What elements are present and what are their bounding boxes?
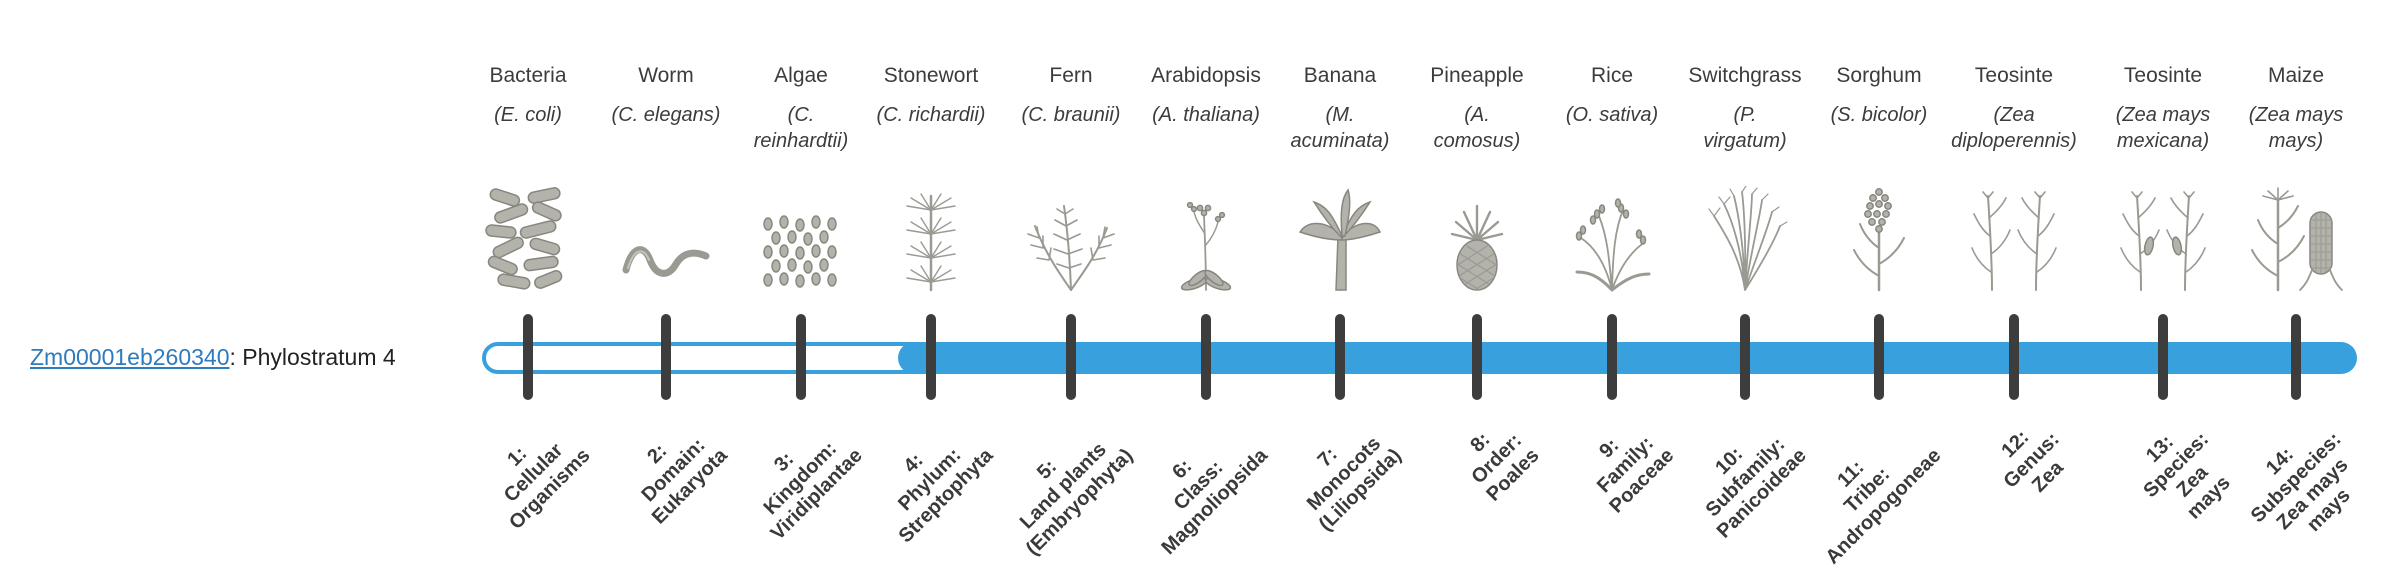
species-scientific-name: (E. coli)	[494, 104, 562, 126]
banana-illustration	[1265, 168, 1415, 292]
phylostratum-label-7: 7: Monocots (Liliopsida)	[1303, 432, 1407, 536]
species-column-algae: Algae (C. reinhardtii) 3: Kingdom: Virid…	[726, 0, 876, 580]
phylostratum-bar-outline	[482, 342, 950, 374]
species-common-name: Algae	[774, 64, 828, 87]
phylostratum-tick-2	[661, 314, 671, 400]
species-common-name: Worm	[638, 64, 694, 87]
phylostratum-tick-12	[2009, 314, 2019, 400]
species-scientific-name: (Zea mays mexicana)	[2115, 104, 2211, 152]
species-scientific-name: (Zea mays mays)	[2248, 104, 2344, 152]
teosinte-mexicana-illustration	[2088, 168, 2238, 292]
phylostratum-label-2: 2: Domain: Eukaryota	[637, 434, 733, 529]
species-column-stonewort: Stonewort (C. richardii) 4: Phylum: Stre…	[856, 0, 1006, 580]
species-column-teosinte-mexicana: Teosinte (Zea mays mexicana) 13: Species…	[2088, 0, 2238, 580]
phylostratum-label-1: 1: Cellular Organisms	[499, 439, 595, 534]
species-scientific-name: (C. braunii)	[1021, 104, 1121, 126]
maize-illustration	[2221, 168, 2371, 292]
species-common-name: Switchgrass	[1688, 64, 1802, 87]
species-common-name: Rice	[1590, 64, 1633, 87]
species-common-name: Bacteria	[489, 64, 567, 87]
phylostratum-tick-14	[2291, 314, 2301, 400]
species-scientific-name: (S. bicolor)	[1830, 104, 1928, 126]
species-common-name: Arabidopsis	[1151, 64, 1261, 87]
species-scientific-name: (A. comosus)	[1433, 104, 1521, 152]
species-column-worm: Worm (C. elegans) 2: Domain: Eukaryota	[591, 0, 741, 580]
species-column-fern: Fern (C. braunii) 5: Land plants (Embryo…	[996, 0, 1146, 580]
phylostratum-label-12: 12: Genus: Zea	[1997, 426, 2068, 497]
species-common-name: Teosinte	[2123, 64, 2203, 87]
phylostratum-label-5: 5: Land plants (Embryophyta)	[1015, 438, 1138, 560]
species-column-bacteria: Bacteria (E. coli) 1: Cellular Organisms	[453, 0, 603, 580]
species-common-name: Banana	[1303, 64, 1377, 87]
phylostratum-tick-8	[1472, 314, 1482, 400]
phylostratum-tick-11	[1874, 314, 1884, 400]
species-scientific-name: (A. thaliana)	[1152, 104, 1260, 126]
species-column-sorghum: Sorghum (S. bicolor) 11: Tribe: Andropog…	[1804, 0, 1954, 580]
switchgrass-illustration	[1670, 168, 1820, 292]
phylostratum-label-8: 8: Order: Poales	[1465, 428, 1544, 506]
phylostratum-tick-1	[523, 314, 533, 400]
stonewort-illustration	[856, 168, 1006, 292]
phylostratum-tick-3	[796, 314, 806, 400]
pineapple-illustration	[1402, 168, 1552, 292]
species-column-switchgrass: Switchgrass (P. virgatum) 10: Subfamily:…	[1670, 0, 1820, 580]
species-scientific-name: (P. virgatum)	[1703, 104, 1787, 152]
worm-illustration	[591, 168, 741, 292]
rice-illustration	[1537, 168, 1687, 292]
species-scientific-name: (C. elegans)	[611, 104, 721, 126]
phylostratum-label-6: 6: Class: Magnoliopsida	[1157, 444, 1273, 560]
phylostratum-tick-7	[1335, 314, 1345, 400]
species-column-maize: Maize (Zea mays mays) 14: Subspecies: Ze…	[2221, 0, 2371, 580]
phylostratum-label-11: 11: Tribe: Andropogoneae	[1821, 444, 1946, 569]
phylostratum-tick-10	[1740, 314, 1750, 400]
species-scientific-name: (C. reinhardtii)	[753, 104, 849, 152]
phylostratum-label-4: 4: Phylum: Streptophyta	[893, 443, 998, 548]
phylostratum-tick-13	[2158, 314, 2168, 400]
phylostratum-label-14: 14: Subspecies: Zea mays mays	[2246, 428, 2355, 537]
species-common-name: Fern	[1049, 64, 1093, 87]
species-common-name: Maize	[2267, 64, 2325, 87]
algae-illustration	[726, 168, 876, 292]
species-common-name: Sorghum	[1836, 64, 1922, 87]
species-column-pineapple: Pineapple (A. comosus) 8: Order: Poales	[1402, 0, 1552, 580]
gene-id-link[interactable]: Zm00001eb260340	[30, 344, 230, 370]
species-scientific-name: (C. richardii)	[876, 104, 986, 126]
phylostratum-tick-6	[1201, 314, 1211, 400]
phylostratum-tick-9	[1607, 314, 1617, 400]
species-column-rice: Rice (O. sativa) 9: Family: Poaceae	[1537, 0, 1687, 580]
gene-label: Zm00001eb260340: Phylostratum 4	[30, 344, 474, 371]
phylostratum-bar-fill	[898, 342, 2357, 374]
species-column-banana: Banana (M. acuminata) 7: Monocots (Lilio…	[1265, 0, 1415, 580]
phylostratum-label-9: 9: Family: Poaceae	[1592, 432, 1679, 518]
species-scientific-name: (Zea diploperennis)	[1951, 104, 2077, 152]
species-common-name: Teosinte	[1974, 64, 2054, 87]
phylostratum-tick-4	[926, 314, 936, 400]
teosinte-diploperennis-illustration	[1939, 168, 2089, 292]
species-common-name: Pineapple	[1430, 64, 1524, 87]
phylostratum-tick-5	[1066, 314, 1076, 400]
bacteria-illustration	[453, 168, 603, 292]
gene-phylostratum-text: : Phylostratum 4	[229, 344, 396, 370]
species-common-name: Stonewort	[883, 64, 979, 87]
species-scientific-name: (M. acuminata)	[1290, 104, 1390, 152]
species-scientific-name: (O. sativa)	[1565, 104, 1659, 126]
arabidopsis-illustration	[1131, 168, 1281, 292]
species-column-teosinte-diploperennis: Teosinte (Zea diploperennis) 12: Genus: …	[1939, 0, 2089, 580]
fern-illustration	[996, 168, 1146, 292]
phylostratum-label-3: 3: Kingdom: Viridiplantae	[759, 437, 868, 545]
sorghum-illustration	[1804, 168, 1954, 292]
species-column-arabidopsis: Arabidopsis (A. thaliana) 6: Class: Magn…	[1131, 0, 1281, 580]
